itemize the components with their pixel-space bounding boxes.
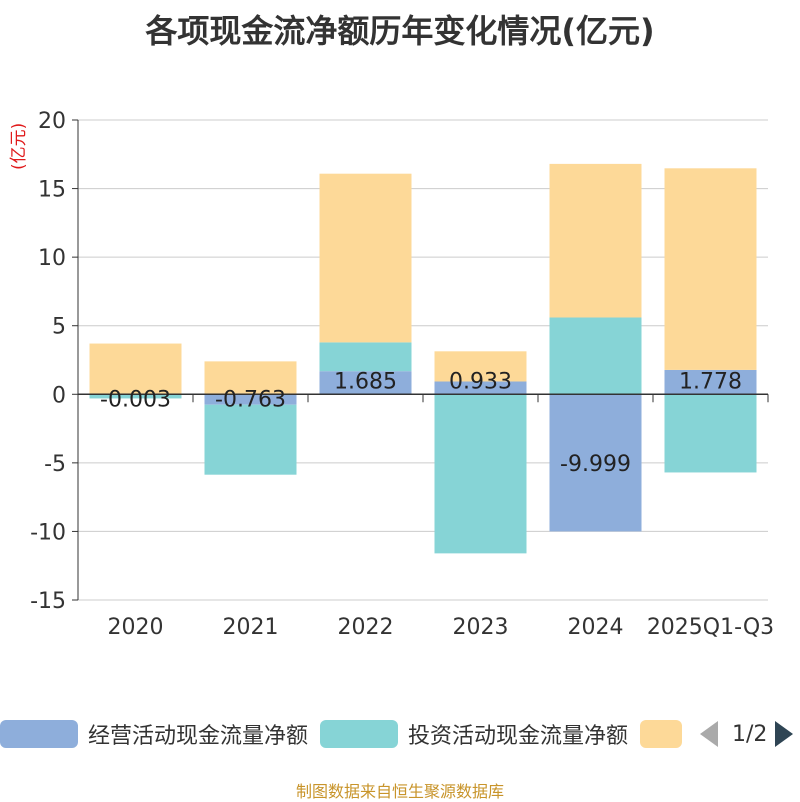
pager-prev-icon[interactable] xyxy=(700,721,718,747)
x-tick-label: 2025Q1-Q3 xyxy=(647,615,774,640)
y-tick-label: 0 xyxy=(52,383,66,408)
bar-investing-2023 xyxy=(434,394,527,554)
y-tick-label: -15 xyxy=(30,589,66,614)
bar-financing-2025Q1-Q3 xyxy=(664,168,757,370)
bar-financing-2020 xyxy=(89,343,182,395)
bar-investing-2020 xyxy=(89,394,182,399)
data-label-2024: -9.999 xyxy=(560,452,631,477)
pager-next-icon[interactable] xyxy=(775,721,794,747)
x-tick-label: 2023 xyxy=(453,615,509,640)
legend-pager: 1/2 xyxy=(700,716,800,752)
y-tick-label: 15 xyxy=(38,178,66,203)
legend-label-investing: 投资活动现金流量净额 xyxy=(408,724,629,749)
legend-item-investing[interactable]: 投资活动现金流量净额 xyxy=(320,716,628,752)
x-tick-label: 2020 xyxy=(108,615,164,640)
bar-financing-2024 xyxy=(549,163,642,318)
data-label-2022: 1.685 xyxy=(334,369,397,394)
bar-financing-2021 xyxy=(204,361,297,395)
legend: 经营活动现金流量净额 投资活动现金流量净额 xyxy=(0,716,800,752)
bar-operating-2022 xyxy=(319,371,412,395)
x-tick-label: 2021 xyxy=(223,615,279,640)
data-source: 制图数据来自恒生聚源数据库 xyxy=(295,782,504,801)
data-label-2021: -0.763 xyxy=(215,387,286,412)
legend-swatch-financing xyxy=(640,720,682,748)
data-label-2025Q1-Q3: 1.778 xyxy=(679,369,742,394)
bar-operating-2021 xyxy=(204,394,297,405)
bar-investing-2022 xyxy=(319,342,412,372)
bar-operating-2023 xyxy=(434,381,527,395)
bar-financing-2023 xyxy=(434,351,527,382)
y-tick-label: -5 xyxy=(44,452,66,477)
y-tick-label: 10 xyxy=(38,246,66,271)
legend-swatch-investing xyxy=(320,720,398,748)
data-label-2023: 0.933 xyxy=(449,369,512,394)
x-tick-label: 2022 xyxy=(338,615,394,640)
y-tick-label: 20 xyxy=(38,109,66,134)
bar-chart: 20 15 10 5 0 -5 -10 -15 -0.003 -0.763 1.685 0.933 -9… xyxy=(30,109,774,640)
legend-item-financing[interactable] xyxy=(640,716,682,752)
bar-financing-2022 xyxy=(319,173,412,343)
legend-label-operating: 经营活动现金流量净额 xyxy=(88,724,309,749)
y-tick-label: -10 xyxy=(30,520,66,545)
bar-investing-2024 xyxy=(549,317,642,395)
bar-investing-2025Q1-Q3 xyxy=(664,394,757,473)
bar-operating-2024 xyxy=(549,394,642,532)
legend-swatch-operating xyxy=(0,720,78,748)
y-tick-label: 5 xyxy=(52,315,66,340)
bar-operating-2025Q1-Q3 xyxy=(664,369,757,395)
pager-text: 1/2 xyxy=(732,721,768,747)
legend-item-operating[interactable]: 经营活动现金流量净额 xyxy=(0,716,308,752)
data-label-2020: -0.003 xyxy=(100,387,171,412)
x-tick-label: 2024 xyxy=(568,615,624,640)
chart-title: 各项现金流净额历年变化情况(亿元) xyxy=(145,12,655,50)
bar-investing-2021 xyxy=(204,404,297,475)
